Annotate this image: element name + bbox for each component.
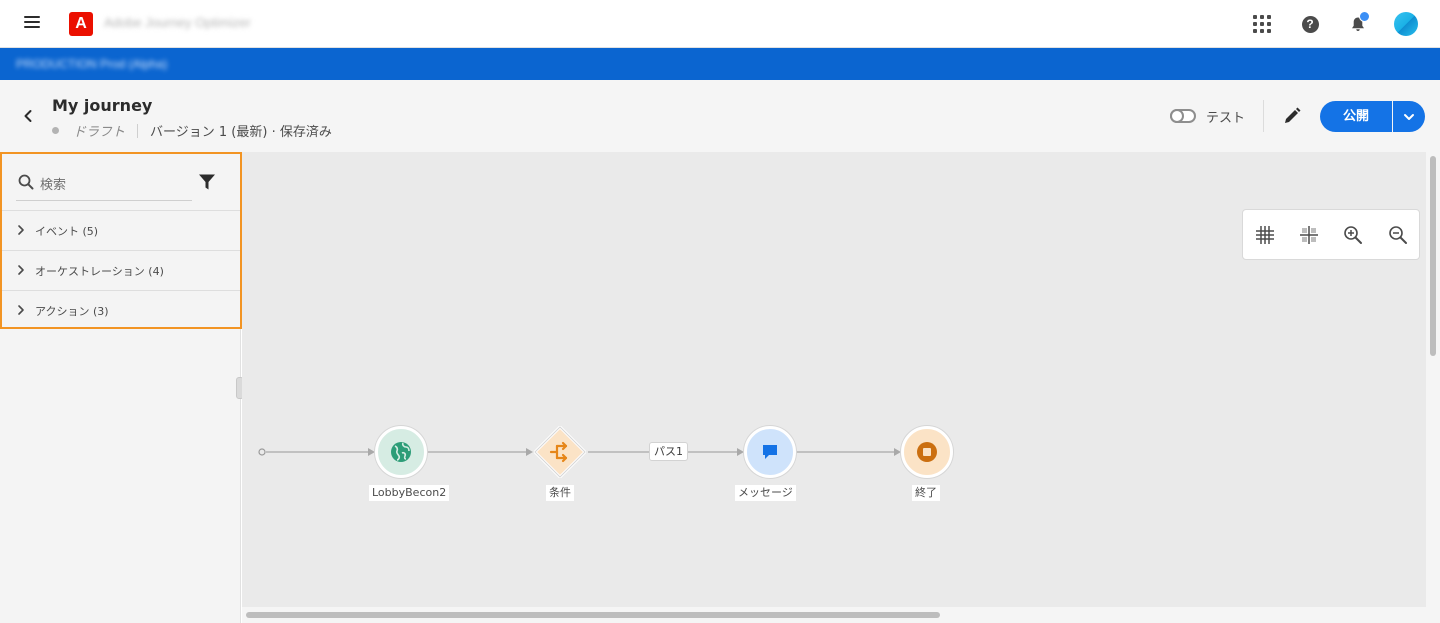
- journey-header: My journey ドラフト バージョン 1 (最新) · 保存済み テスト …: [0, 80, 1440, 152]
- vertical-scrollbar[interactable]: [1426, 152, 1440, 623]
- status-dot: [52, 127, 59, 134]
- horizontal-scrollbar[interactable]: [242, 607, 1426, 623]
- app-name: Adobe Journey Optimizer: [104, 15, 251, 30]
- condition-node-label: 条件: [546, 485, 574, 501]
- top-app-bar: A Adobe Journey Optimizer ?: [0, 0, 1440, 48]
- test-label: テスト: [1206, 111, 1246, 126]
- test-mode-toggle[interactable]: [1170, 109, 1196, 123]
- branch-icon: [549, 441, 568, 463]
- chevron-right-icon: [18, 225, 24, 235]
- condition-node[interactable]: [532, 424, 588, 480]
- notification-badge: [1359, 11, 1370, 22]
- category-label: アクション (3): [35, 305, 109, 318]
- back-arrow-icon[interactable]: [20, 108, 36, 124]
- menu-icon[interactable]: [24, 16, 40, 30]
- event-node[interactable]: [375, 426, 427, 478]
- horizontal-scroll-thumb[interactable]: [246, 612, 940, 618]
- stop-icon: [917, 442, 937, 462]
- globe-icon: [391, 442, 411, 462]
- vertical-scroll-thumb[interactable]: [1430, 156, 1436, 356]
- search-input[interactable]: [40, 174, 190, 196]
- end-node[interactable]: [901, 426, 953, 478]
- message-node[interactable]: [744, 426, 796, 478]
- palette-category-orchestration[interactable]: オーケストレーション (4): [2, 250, 240, 290]
- pencil-icon[interactable]: [1282, 106, 1302, 126]
- zoom-in-icon[interactable]: [1341, 223, 1365, 247]
- publish-button[interactable]: 公開: [1320, 101, 1392, 132]
- version-text: バージョン 1 (最新) · 保存済み: [150, 125, 332, 140]
- sandbox-breadcrumb[interactable]: PRODUCTION Prod (Alpha): [16, 57, 168, 71]
- journey-canvas[interactable]: [242, 152, 1426, 607]
- notifications-icon[interactable]: [1344, 10, 1372, 38]
- journey-title: My journey: [52, 96, 153, 115]
- activity-palette: イベント (5) オーケストレーション (4) アクション (3): [0, 152, 244, 623]
- message-bubble-icon: [763, 445, 777, 459]
- align-icon[interactable]: [1297, 223, 1321, 247]
- chevron-right-icon: [18, 265, 24, 275]
- palette-search: [16, 170, 192, 201]
- header-divider: [1263, 100, 1264, 132]
- publish-dropdown-button[interactable]: [1393, 101, 1425, 132]
- search-icon: [18, 174, 34, 190]
- zoom-out-icon[interactable]: [1386, 223, 1410, 247]
- chevron-down-icon: [1404, 113, 1414, 120]
- meta-divider: [137, 123, 139, 138]
- palette-category-events[interactable]: イベント (5): [2, 210, 240, 250]
- category-label: イベント (5): [35, 225, 99, 238]
- top-icons: ?: [1228, 10, 1420, 38]
- chevron-right-icon: [18, 305, 24, 315]
- palette-panel: イベント (5) オーケストレーション (4) アクション (3): [0, 152, 242, 329]
- filter-icon[interactable]: [198, 173, 216, 191]
- journey-meta: ドラフト バージョン 1 (最新) · 保存済み: [52, 121, 332, 140]
- canvas-toolbar: [1242, 209, 1420, 260]
- avatar[interactable]: [1392, 10, 1420, 38]
- event-node-label: LobbyBecon2: [369, 485, 450, 501]
- path-label[interactable]: パス1: [649, 442, 688, 461]
- grid-icon[interactable]: [1253, 223, 1277, 247]
- category-label: オーケストレーション (4): [35, 265, 164, 278]
- palette-category-actions[interactable]: アクション (3): [2, 290, 240, 330]
- status-text: ドラフト: [73, 125, 126, 140]
- apps-grid-icon[interactable]: [1248, 10, 1276, 38]
- message-node-label: メッセージ: [735, 485, 796, 501]
- help-icon[interactable]: ?: [1296, 10, 1324, 38]
- adobe-logo[interactable]: A: [69, 12, 93, 36]
- org-bar: PRODUCTION Prod (Alpha): [0, 48, 1440, 80]
- end-node-label: 終了: [912, 485, 940, 501]
